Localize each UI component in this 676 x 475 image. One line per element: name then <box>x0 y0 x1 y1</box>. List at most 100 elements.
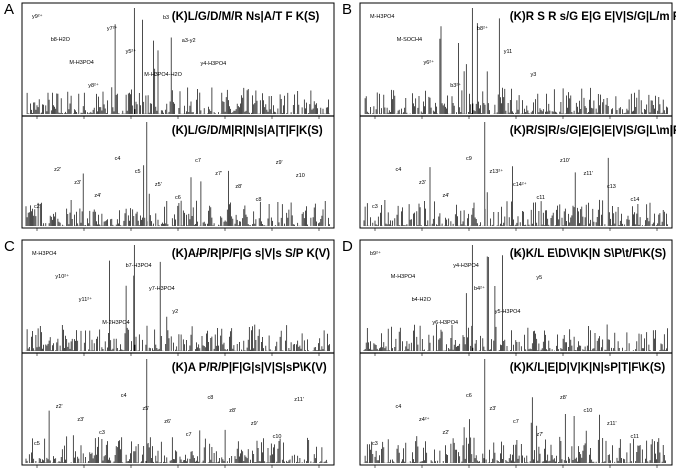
peak-annotation: z9' <box>251 421 258 427</box>
peak-annotation: y10²⁺ <box>55 273 69 280</box>
peak-annotation: c7 <box>186 432 192 438</box>
peptide-sequence: (K)K/L|E|D|V|K|N|sP|T|F\K(S) <box>510 362 666 374</box>
peak-annotation: b3 <box>163 15 169 21</box>
spectrum-peaks <box>363 122 668 226</box>
peak-annotation: c5 <box>34 441 40 447</box>
peak-annotation: z4' <box>443 193 450 199</box>
peak-annotation: y7-H3PO4 <box>149 286 175 292</box>
peak-annotation: z3' <box>490 406 497 412</box>
peak-annotation: c7 <box>195 158 201 164</box>
peak-annotation: y6²⁺ <box>424 59 435 66</box>
peak-annotation: y6 <box>516 252 522 258</box>
peak-annotation: c10 <box>584 408 593 414</box>
peak-annotation: z2' <box>56 404 63 410</box>
peak-annotation: c11 <box>537 195 545 201</box>
peak-annotation: b9²⁺ <box>370 250 381 257</box>
peak-annotation: z13²⁺ <box>490 168 504 175</box>
peak-annotation: c14 <box>631 197 640 203</box>
peak-annotation: y2 <box>172 309 178 315</box>
peak-annotation: c6 <box>466 393 472 399</box>
peak-annotation: z11' <box>294 397 304 403</box>
peak-annotation: c4 <box>115 156 121 162</box>
peak-annotation: z8' <box>235 184 242 190</box>
panel-label: B <box>342 1 352 18</box>
peptide-sequence: (K)A/P/R|P/F|G s|V|s S/P K(V) <box>172 248 331 260</box>
peak-annotation: z6' <box>164 419 171 425</box>
peak-annotation: z3' <box>419 180 426 186</box>
peak-annotation: z8' <box>560 395 567 401</box>
peak-annotation: z10 <box>296 173 305 179</box>
peak-annotation: c11 <box>631 434 639 440</box>
spectrum-peaks <box>363 245 668 351</box>
peak-annotation: c6 <box>175 195 181 201</box>
peak-annotation: c10 <box>273 434 282 440</box>
peak-annotation: c3 <box>99 430 105 436</box>
peak-annotation: y4 <box>196 252 202 258</box>
peak-annotation: c5 <box>135 169 141 175</box>
spectrum-peaks <box>26 8 330 114</box>
peak-annotation: z2' <box>54 167 61 173</box>
panel: C (K)A/P/R|P/F|G s|V|s S/P K(V) M-H3PO4 y10… <box>4 238 335 468</box>
peak-annotation: c4 <box>121 393 127 399</box>
peak-annotation: M-H3PO4 <box>32 251 56 257</box>
spectrum-peaks <box>25 122 330 226</box>
spectrum-peaks <box>25 245 330 351</box>
peak-annotation: y8²⁺ <box>88 82 99 89</box>
peak-annotation: z7' <box>215 171 222 177</box>
peak-annotation: c14²⁺ <box>513 181 527 188</box>
peak-annotation: z5' <box>143 406 150 412</box>
peak-annotation: z3' <box>77 417 84 423</box>
peak-annotation: b7-H3PO4 <box>126 263 152 269</box>
peak-annotation: z2' <box>443 430 450 436</box>
panel-label: C <box>4 238 15 255</box>
peak-annotation: b3²⁺ <box>450 82 461 89</box>
peak-annotation: y6-H3PO4 <box>432 320 458 326</box>
peak-annotation: c2 <box>34 204 40 210</box>
panel: A (K)L/G/D/M/R Ns|A/T F K(S) y9²⁺ b8-H2O M-H… <box>4 1 335 231</box>
peptide-sequence: (K)R/S|R/s/G|E|G|E|V|S/G|L\m|R|K(V) <box>510 125 676 137</box>
peak-annotation: M-SOCH4 <box>397 37 422 43</box>
peptide-sequence: (K)R S R s/G E|G E|V|S/G|L/m R K(V) <box>510 11 676 23</box>
peak-annotation: y9²⁺ <box>32 13 43 20</box>
peak-annotation: b4-H2O <box>412 297 432 303</box>
peak-annotation: c3 <box>372 204 378 210</box>
peak-annotation: y4-H3PO4 <box>453 263 479 269</box>
peak-annotation: z8' <box>229 408 236 414</box>
peak-annotation: c7 <box>513 419 519 425</box>
peak-annotation: b8²⁺ <box>477 25 488 32</box>
spectrum-peaks <box>25 359 328 463</box>
peak-annotation: b4²⁺ <box>474 285 485 292</box>
panel: B (K)R S R s/G E|G E|V|S/G|L/m R K(V) M-H3… <box>342 1 676 231</box>
spectrum-peaks <box>363 359 666 463</box>
peak-annotation: M-H3PO4-H2O <box>144 72 182 78</box>
peak-annotation: z11' <box>607 421 617 427</box>
panel-label: A <box>4 1 14 18</box>
peak-annotation: c9 <box>466 156 472 162</box>
peptide-sequence: (K)L/G/D/M/R Ns|A/T F K(S) <box>172 11 320 23</box>
spectrum-peaks <box>364 8 668 114</box>
peak-annotation: z9' <box>276 160 283 166</box>
peak-annotation: z4' <box>94 193 101 199</box>
peak-annotation: y5 <box>536 275 542 281</box>
peptide-sequence: (K)A P/R/P|F|G|s|V|S|sP\K(V) <box>172 362 327 374</box>
peak-annotation: c8 <box>208 395 214 401</box>
peptide-sequence: (K)L/G/D/M|R|N|s|A|T|F|K(S) <box>172 125 323 137</box>
peak-annotation: c8 <box>256 197 262 203</box>
panel-label: D <box>342 238 353 255</box>
peak-annotation: M-H3PO4 <box>391 274 415 280</box>
peak-annotation: z10' <box>560 158 570 164</box>
peak-annotation: y7²⁺ <box>107 25 118 32</box>
peak-annotation: y3 <box>531 72 537 78</box>
peak-annotation: z4²⁺ <box>419 416 430 423</box>
panel: D (K)K/L E\D\V\K|N S\P\t/F\K(S) b9²⁺ M-H3PO… <box>342 238 673 468</box>
peak-annotation: M-2H3PO4 <box>102 320 130 326</box>
peak-annotation: a3-y2 <box>182 38 196 44</box>
peak-annotation: c3 <box>372 441 378 447</box>
peak-annotation: y5²⁺ <box>126 48 137 55</box>
peak-annotation: c4 <box>396 404 402 410</box>
peak-annotation: z3' <box>74 180 81 186</box>
peak-annotation: y4-H3PO4 <box>201 61 227 67</box>
peak-annotation: M-H3PO4 <box>370 14 394 20</box>
peak-annotation: z7' <box>537 432 544 438</box>
